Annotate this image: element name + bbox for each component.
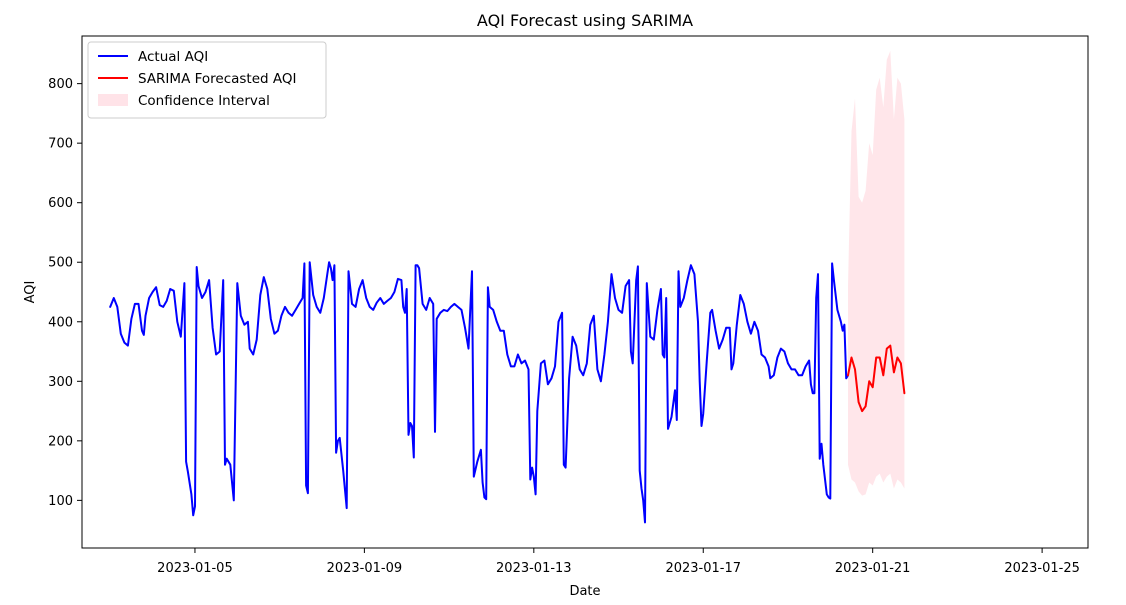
x-axis: 2023-01-05 2023-01-09 2023-01-13 2023-01-17… xyxy=(157,548,1080,576)
legend-label: SARIMA Forecasted AQI xyxy=(138,71,297,87)
y-axis: 100 200 300 400 500 600 700 800 xyxy=(48,77,82,509)
y-tick-label: 100 xyxy=(48,494,73,509)
y-tick-label: 600 xyxy=(48,196,73,211)
x-tick-label: 2023-01-17 xyxy=(665,561,741,576)
plot-frame xyxy=(81,35,1089,549)
actual-aqi-line xyxy=(109,261,849,524)
x-tick-label: 2023-01-25 xyxy=(1004,561,1080,576)
legend-box xyxy=(87,41,327,119)
legend-swatch xyxy=(98,94,128,106)
x-tick-label: 2023-01-13 xyxy=(496,561,572,576)
forecast-aqi-line xyxy=(847,344,906,413)
x-tick-label: 2023-01-05 xyxy=(157,561,233,576)
x-tick-label: 2023-01-09 xyxy=(327,561,403,576)
y-tick-label: 200 xyxy=(48,434,73,449)
x-axis-title: Date xyxy=(569,584,600,599)
chart-title: AQI Forecast using SARIMA xyxy=(477,11,693,30)
y-tick-label: 400 xyxy=(48,315,73,330)
y-tick-label: 500 xyxy=(48,256,73,271)
legend: Actual AQI SARIMA Forecasted AQI Confidenc… xyxy=(87,41,327,119)
y-tick-label: 300 xyxy=(48,375,73,390)
x-tick-label: 2023-01-21 xyxy=(835,561,911,576)
plot-area xyxy=(109,50,906,524)
y-axis-title: AQI xyxy=(23,281,38,304)
legend-label: Confidence Interval xyxy=(138,93,270,109)
legend-label: Actual AQI xyxy=(138,49,208,65)
y-tick-label: 700 xyxy=(48,137,73,152)
confidence-interval-area xyxy=(848,50,905,496)
y-tick-label: 800 xyxy=(48,77,73,92)
